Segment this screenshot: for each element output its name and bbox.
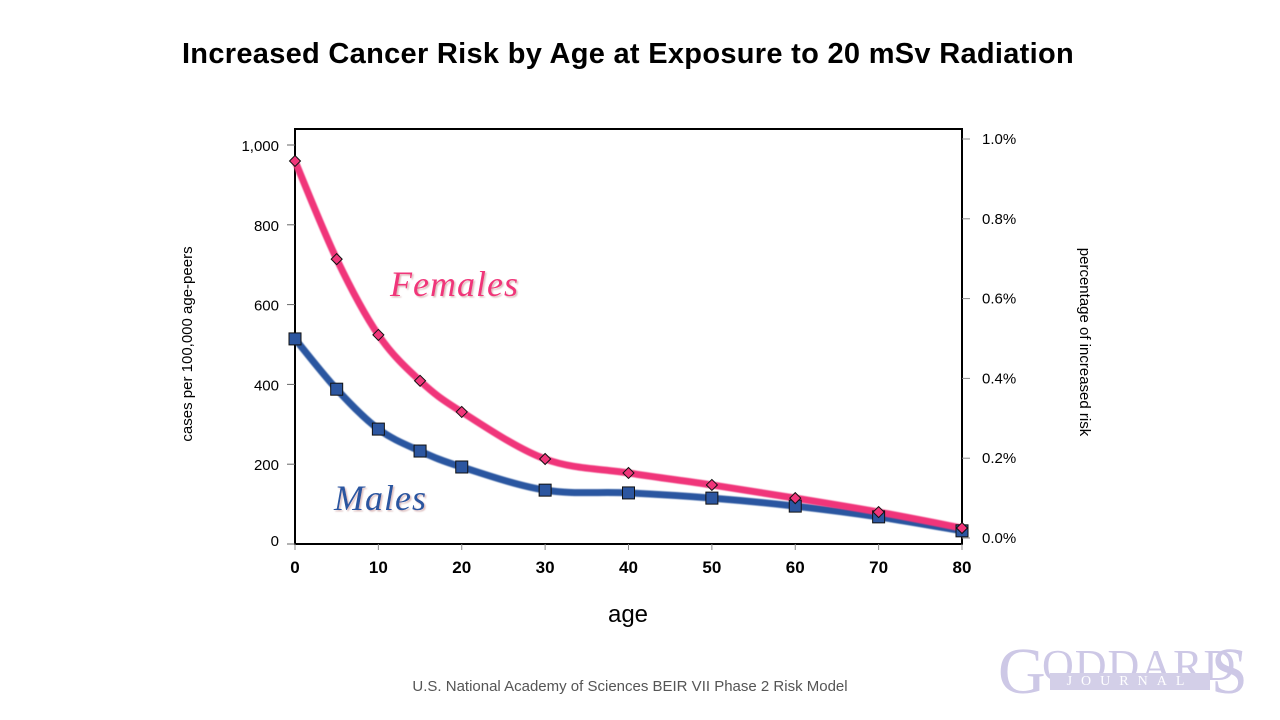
y-tick-label: 0 xyxy=(271,533,279,550)
females-annotation: Females xyxy=(389,264,519,304)
females-marker xyxy=(705,478,719,492)
females-marker xyxy=(288,154,302,168)
y-tick-label: 800 xyxy=(254,218,279,235)
males-marker xyxy=(455,460,469,474)
males-annotation: Males xyxy=(333,478,427,518)
males-marker xyxy=(371,422,385,436)
source-note: U.S. National Academy of Sciences BEIR V… xyxy=(412,678,848,695)
males-marker xyxy=(705,491,719,505)
y2-tick-label: 0.8% xyxy=(982,211,1016,228)
logo-subtitle: JOURNAL xyxy=(1050,673,1210,690)
males-marker xyxy=(330,382,344,396)
x-tick-label: 30 xyxy=(536,558,555,577)
x-axis-label: age xyxy=(608,601,648,628)
y-axis-ticks: 0 200 400 600 800 1,000 xyxy=(241,138,295,550)
y2-tick-label: 1.0% xyxy=(982,131,1016,148)
x-tick-label: 60 xyxy=(786,558,805,577)
y2-tick-label: 0.6% xyxy=(982,291,1016,308)
y2-tick-label: 0.4% xyxy=(982,370,1016,387)
logo-first-letter: G xyxy=(998,635,1046,708)
x-tick-label: 10 xyxy=(369,558,388,577)
y-tick-label: 200 xyxy=(254,457,279,474)
y-tick-label: 400 xyxy=(254,377,279,394)
females-marker xyxy=(538,452,552,466)
males-marker xyxy=(288,332,302,346)
males-marker xyxy=(538,483,552,497)
males-marker xyxy=(622,486,635,500)
x-tick-label: 40 xyxy=(619,558,638,577)
females-marker xyxy=(872,505,885,519)
males-marker xyxy=(413,444,427,458)
goddards-journal-logo: G ODDARD' S JOURNAL xyxy=(998,635,1248,708)
series-markers xyxy=(288,154,969,538)
x-tick-label: 50 xyxy=(702,558,721,577)
y2-axis-ticks: 0.0% 0.2% 0.4% 0.6% 0.8% 1.0% xyxy=(962,131,1016,547)
x-tick-label: 80 xyxy=(953,558,972,577)
x-tick-label: 70 xyxy=(869,558,888,577)
y-tick-label: 600 xyxy=(254,298,279,315)
females-marker xyxy=(622,466,635,480)
females-marker xyxy=(455,405,468,419)
x-tick-label: 0 xyxy=(290,558,299,577)
females-marker xyxy=(372,328,385,342)
females-marker xyxy=(789,491,802,505)
females-marker xyxy=(413,374,427,388)
y-tick-label: 1,000 xyxy=(241,138,279,155)
logo-last-letter: S xyxy=(1211,635,1248,708)
x-tick-label: 20 xyxy=(452,558,471,577)
y2-tick-label: 0.2% xyxy=(982,450,1016,467)
y2-axis-label: percentage of increased risk xyxy=(1076,248,1093,437)
females-marker xyxy=(330,252,343,266)
x-axis-ticks: 0 10 20 30 40 50 60 70 80 xyxy=(290,544,971,577)
chart-title: Increased Cancer Risk by Age at Exposure… xyxy=(181,38,1075,70)
y2-tick-label: 0.0% xyxy=(982,530,1016,547)
females-marker xyxy=(955,521,969,535)
y-axis-label: cases per 100,000 age-peers xyxy=(179,246,196,441)
